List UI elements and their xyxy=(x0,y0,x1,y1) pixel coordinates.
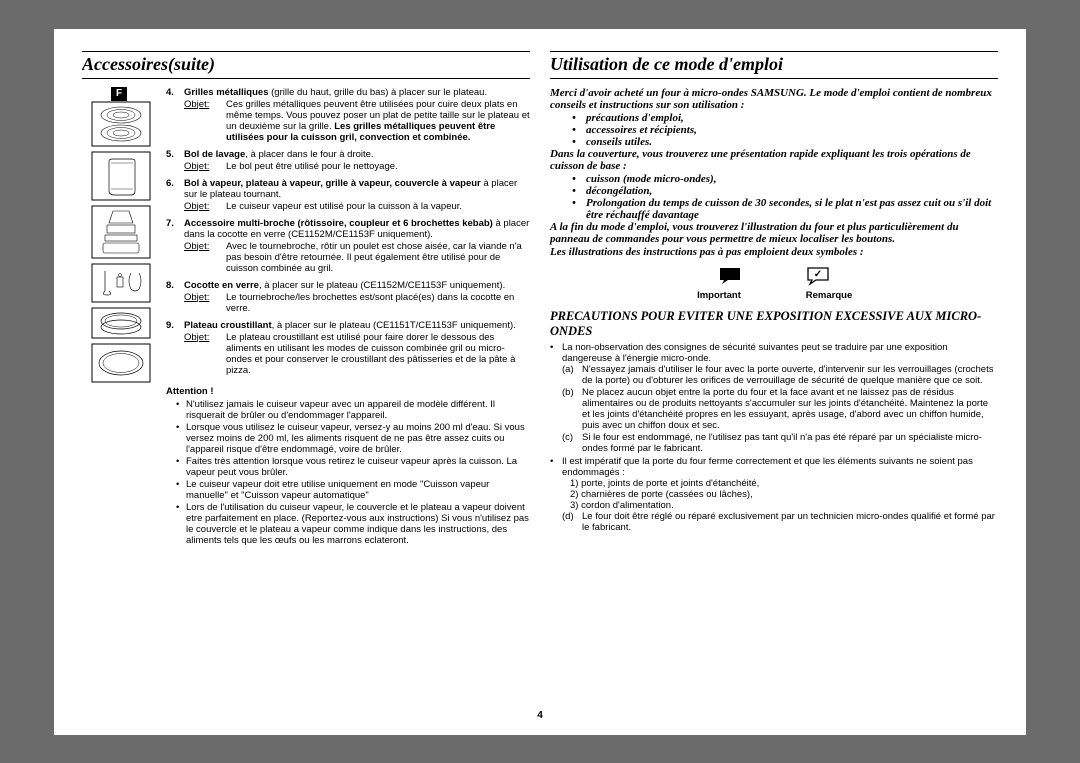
attention-item: Lors de l'utilisation du cuiseur vapeur,… xyxy=(176,502,530,546)
precautions-list: La non-observation des consignes de sécu… xyxy=(550,342,998,533)
prec-sub-item: (c)Si le four est endommagé, ne l'utilis… xyxy=(562,432,998,454)
intro-bullet: conseils utiles. xyxy=(572,136,998,148)
attention-block: Attention ! N'utilisez jamais le cuiseur… xyxy=(166,386,530,546)
prec-sublist-abc: (a)N'essayez jamais d'utiliser le four a… xyxy=(562,364,998,454)
language-tag: F xyxy=(111,87,127,101)
bullets-1: précautions d'emploi,accessoires et réci… xyxy=(550,112,998,148)
accessory-item: 7.Accessoire multi-broche (rôtissoire, c… xyxy=(166,218,530,274)
intro-block: Merci d'avoir acheté un four à micro-ond… xyxy=(550,87,998,258)
prec-bullet-2: Il est impératif que la porte du four fe… xyxy=(550,456,998,533)
intro-p4: Les illustrations des instructions pas à… xyxy=(550,246,998,258)
items-list: 4.Grilles métalliques (grille du haut, g… xyxy=(166,87,530,376)
left-column: Accessoires(suite) F xyxy=(82,51,530,704)
illustration-column: F xyxy=(82,87,160,547)
symbols-row: ✓ xyxy=(550,266,998,286)
prec-sub-item: (a)N'essayez jamais d'utiliser le four a… xyxy=(562,364,998,386)
prec2-text: Il est impératif que la porte du four fe… xyxy=(562,456,998,478)
accessory-item: 4.Grilles métalliques (grille du haut, g… xyxy=(166,87,530,143)
attention-item: Lorsque vous utilisez le cuiseur vapeur,… xyxy=(176,422,530,455)
intro-bullet: cuisson (mode micro-ondes), xyxy=(572,173,998,185)
accessory-item: 9.Plateau croustillant, à placer sur le … xyxy=(166,320,530,376)
right-column: Utilisation de ce mode d'emploi Merci d'… xyxy=(550,51,998,704)
broche-icon xyxy=(91,263,151,303)
prec2-line: 3) cordon d'alimentation. xyxy=(570,500,998,511)
vapeur-icon xyxy=(91,205,151,259)
important-icon xyxy=(716,266,744,286)
left-heading: Accessoires(suite) xyxy=(82,51,530,79)
precautions-title: PRECAUTIONS POUR EVITER UNE EXPOSITION E… xyxy=(550,309,998,339)
cocotte-icon xyxy=(91,307,151,339)
intro-bullet: accessoires et récipients, xyxy=(572,124,998,136)
intro-bullet: décongélation, xyxy=(572,185,998,197)
attention-title: Attention ! xyxy=(166,386,530,397)
accessory-item: 8.Cocotte en verre, à placer sur le plat… xyxy=(166,280,530,314)
page-number: 4 xyxy=(82,704,998,721)
prec2-line: 1) porte, joints de porte et joints d'ét… xyxy=(570,478,998,489)
bol-icon xyxy=(91,151,151,201)
right-heading: Utilisation de ce mode d'emploi xyxy=(550,51,998,79)
accessory-item: 5.Bol de lavage, à placer dans le four à… xyxy=(166,149,530,172)
prec1-text: La non-observation des consignes de sécu… xyxy=(562,342,998,364)
prec-sub-item: (b)Ne placez aucun objet entre la porte … xyxy=(562,387,998,431)
left-body: F 4.Grilles métalliques (grille du haut xyxy=(82,87,530,547)
plateau-icon xyxy=(91,343,151,383)
intro-bullet: Prolongation du temps de cuisson de 30 s… xyxy=(572,197,998,221)
attention-item: Faites très attention lorsque vous retir… xyxy=(176,456,530,478)
attention-item: N'utilisez jamais le cuiseur vapeur avec… xyxy=(176,399,530,421)
manual-page: Accessoires(suite) F xyxy=(54,29,1026,735)
label-important: Important xyxy=(684,290,754,301)
symbol-labels: Important Remarque xyxy=(550,290,998,301)
precautions-body: La non-observation des consignes de sécu… xyxy=(550,342,998,533)
prec2-numbered: 1) porte, joints de porte et joints d'ét… xyxy=(562,478,998,511)
svg-text:✓: ✓ xyxy=(814,269,822,280)
items-text-column: 4.Grilles métalliques (grille du haut, g… xyxy=(166,87,530,547)
prec-sublist-d: (d)Le four doit être réglé ou réparé exc… xyxy=(562,511,998,533)
intro-p1: Merci d'avoir acheté un four à micro-ond… xyxy=(550,87,998,111)
intro-p2: Dans la couverture, vous trouverez une p… xyxy=(550,148,998,172)
right-body: Merci d'avoir acheté un four à micro-ond… xyxy=(550,87,998,535)
prec-bullet-1: La non-observation des consignes de sécu… xyxy=(550,342,998,454)
grilles-icon xyxy=(91,101,151,147)
remarque-icon: ✓ xyxy=(804,266,832,286)
attention-list: N'utilisez jamais le cuiseur vapeur avec… xyxy=(166,399,530,546)
prec2-line: 2) charnières de porte (cassées ou lâche… xyxy=(570,489,998,500)
two-column-layout: Accessoires(suite) F xyxy=(82,51,998,704)
intro-bullet: précautions d'emploi, xyxy=(572,112,998,124)
intro-p3: A la fin du mode d'emploi, vous trouvere… xyxy=(550,221,998,245)
attention-item: Le cuiseur vapeur doit etre utilise uniq… xyxy=(176,479,530,501)
bullets-2: cuisson (mode micro-ondes),décongélation… xyxy=(550,173,998,221)
accessory-item: 6.Bol à vapeur, plateau à vapeur, grille… xyxy=(166,178,530,212)
prec-item-d: (d)Le four doit être réglé ou réparé exc… xyxy=(562,511,998,533)
label-remarque: Remarque xyxy=(794,290,864,301)
